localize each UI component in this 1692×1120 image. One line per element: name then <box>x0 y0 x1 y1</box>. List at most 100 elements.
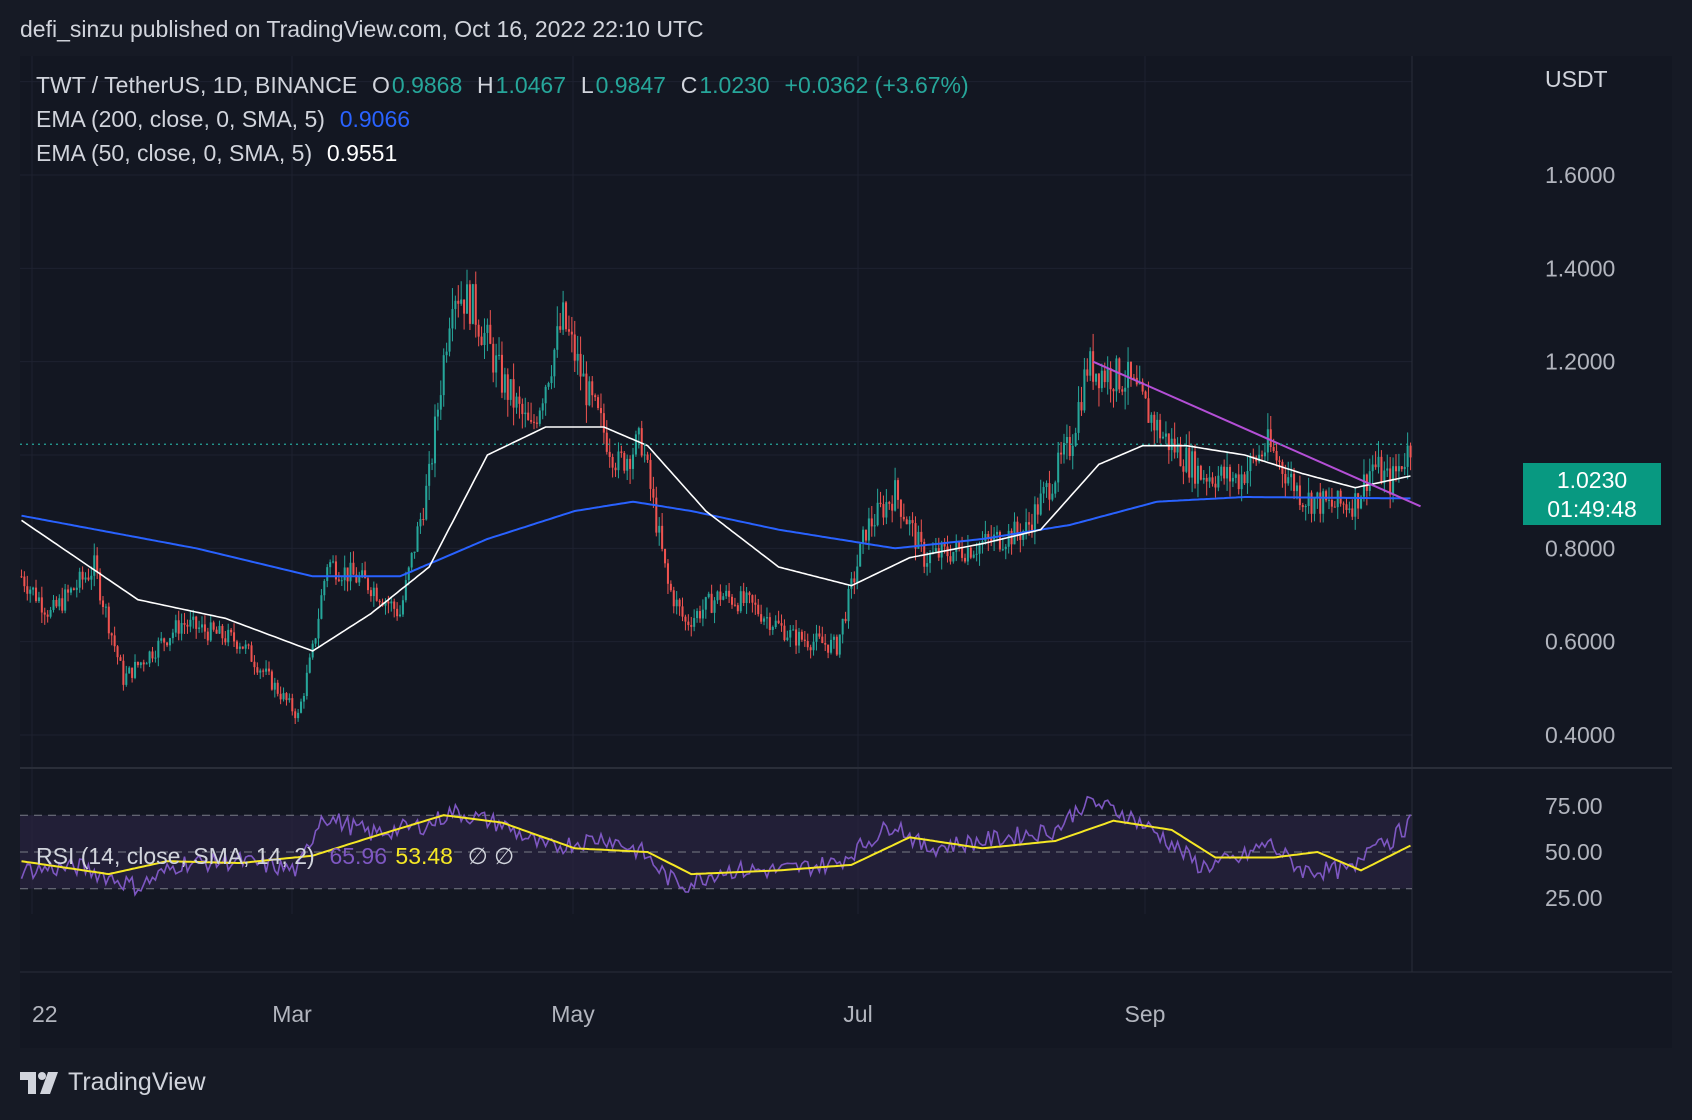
price-tick-label: 0.6000 <box>1545 629 1615 655</box>
candle-body <box>1368 471 1371 491</box>
candle-body <box>1258 454 1261 462</box>
candle-body <box>541 403 544 411</box>
candle-body <box>1394 466 1398 472</box>
candle-body <box>203 624 206 632</box>
candle-body <box>812 641 815 651</box>
candle-body <box>1389 468 1392 495</box>
currency-label: USDT <box>1545 66 1608 92</box>
candle-body <box>940 543 943 558</box>
candle-body <box>1237 474 1240 490</box>
candle-body <box>666 563 669 584</box>
candle-body <box>276 682 279 694</box>
brand-name: TradingView <box>68 1068 206 1096</box>
candle-body <box>1161 436 1165 439</box>
candle-body <box>640 428 643 456</box>
candle-body <box>1333 506 1336 508</box>
candle-body <box>343 567 346 581</box>
candle-body <box>847 588 850 622</box>
candle-body <box>698 611 702 619</box>
candle-body <box>882 504 885 518</box>
candle-body <box>195 616 198 629</box>
candle-body <box>588 381 591 406</box>
candle-body <box>1147 398 1150 423</box>
candle-body <box>90 575 93 580</box>
tradingview-brand[interactable]: TradingView <box>20 1068 206 1097</box>
candle-body <box>477 324 480 337</box>
candle-body <box>771 627 774 630</box>
candle-body <box>506 374 509 400</box>
candle-body <box>585 373 588 406</box>
candle-body <box>489 324 492 344</box>
candle-body <box>1272 447 1275 451</box>
candle-body <box>72 588 75 590</box>
candle-body <box>1051 493 1054 500</box>
candle-body <box>1042 487 1045 494</box>
candle-body <box>1127 361 1130 388</box>
candle-body <box>23 576 26 587</box>
candle-body <box>69 588 72 593</box>
candle-body <box>952 551 955 562</box>
candle-body <box>958 542 961 548</box>
ema200-label: EMA (200, close, 0, SMA, 5) <box>36 106 325 132</box>
candle-body <box>81 571 84 580</box>
candle-body <box>320 595 323 619</box>
candle-body <box>1295 485 1298 492</box>
price-tick-label: 0.4000 <box>1545 722 1615 748</box>
candle-body <box>929 553 932 564</box>
candle-body <box>920 531 923 542</box>
candle-body <box>1409 445 1412 458</box>
candle-body <box>736 605 739 612</box>
candle-body <box>1377 456 1380 468</box>
candle-body <box>1109 368 1112 390</box>
candle-body <box>498 354 501 356</box>
candle-body <box>300 701 303 713</box>
candle-body <box>198 627 201 629</box>
price-chart[interactable]: 1.6000 1.4000 1.2000 0.8000 0.6000 0.4000 75.0… <box>20 56 1672 1048</box>
candle-body <box>1228 466 1232 482</box>
candle-body <box>329 562 332 568</box>
candle-body <box>270 671 273 690</box>
candle-body <box>824 643 827 645</box>
candle-body <box>1179 444 1182 467</box>
candle-body <box>372 587 375 597</box>
price-tick-label: 1.4000 <box>1545 255 1615 281</box>
candle-body <box>468 284 471 324</box>
candle-body <box>37 597 40 602</box>
candle-body <box>754 602 757 605</box>
candle-body <box>1159 419 1162 439</box>
candle-body <box>553 349 556 377</box>
candle-body <box>337 579 340 581</box>
ema50-label: EMA (50, close, 0, SMA, 5) <box>36 140 313 166</box>
candle-body <box>649 459 652 489</box>
rsi-ma-line <box>21 814 1411 876</box>
candle-body <box>972 554 975 558</box>
candle-body <box>993 534 996 542</box>
candle-body <box>908 520 911 525</box>
candle-body <box>792 629 795 631</box>
candle-body <box>1307 492 1310 507</box>
candle-body <box>425 485 428 520</box>
rsi-extra: ∅ ∅ <box>467 843 515 869</box>
symbol-label: TWT / TetherUS, 1D, BINANCE <box>36 72 358 98</box>
candle-body <box>20 576 23 578</box>
candle-body <box>623 452 626 471</box>
candle-body <box>1205 477 1208 482</box>
candle-body <box>800 631 803 640</box>
candle-body <box>369 590 372 597</box>
candle-body <box>1045 483 1048 488</box>
candle-body <box>684 616 687 622</box>
bar-countdown: 01:49:48 <box>1547 496 1637 522</box>
chart-frame[interactable]: 1.6000 1.4000 1.2000 0.8000 0.6000 0.4000 75.0… <box>20 56 1672 1048</box>
candle-body <box>515 396 518 408</box>
candle-body <box>492 343 495 373</box>
candle-body <box>1214 483 1217 488</box>
candle-body <box>1097 373 1100 389</box>
candle-body <box>1100 370 1103 389</box>
candle-body <box>1150 414 1153 423</box>
candle-body <box>934 548 937 552</box>
candle-body <box>902 516 905 520</box>
candle-body <box>445 351 448 356</box>
candle-body <box>1351 508 1354 517</box>
candle-body <box>696 611 699 619</box>
candle-body <box>797 631 801 646</box>
